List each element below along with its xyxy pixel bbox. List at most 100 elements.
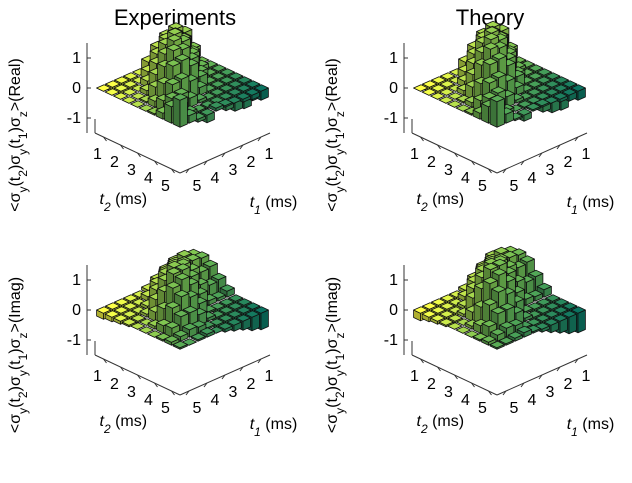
bar-side-face [172,96,181,128]
bars-group [96,248,269,350]
bar-top-face [227,302,243,310]
bar-top-face [431,76,447,84]
z-label-sub: 2 [16,391,30,398]
bar-top-face [182,322,198,331]
bar-top-face [552,92,568,100]
bar-top-face [534,98,550,107]
t1-tick-mark [239,366,244,372]
z-label-sub: 2 [333,170,347,177]
bar-top-face [536,282,552,291]
t1-axis-label: t1 (ms) [567,416,615,439]
bar [104,88,120,96]
z-tick-label: 0 [389,302,398,319]
t2-tick-label: 4 [461,392,470,409]
bar-top-face [236,84,252,92]
t2-tick-mark [437,366,441,372]
z-label-part: )σ [7,376,24,391]
bar [430,92,446,100]
z-label-part: (t [7,176,24,186]
bar-top-face [236,76,252,84]
bar-top-face [172,340,188,349]
bar-top-face [498,336,514,345]
bar-top-face [552,314,568,322]
z-label-sub: 1 [16,132,30,139]
bar-top-face [535,92,551,100]
t1-label-unit: (ms) [578,194,614,211]
bar-top-face [516,108,532,116]
t1-tick-mark [257,358,262,364]
t1-label-sub: 1 [571,203,578,217]
z-tick-label: 1 [389,50,398,67]
bar-top-face [430,92,446,100]
t1-tick-mark [574,136,579,142]
bar-top-face [211,272,227,281]
bar-front-face [179,96,188,128]
t2-label-unit: (ms) [428,413,464,430]
t2-tick-mark [137,374,141,380]
t2-tick-mark [488,390,492,396]
bar [525,102,541,112]
bar-top-face [235,314,251,322]
bar-top-face [174,72,190,80]
bar-top-face [507,331,523,339]
t1-tick-label: 2 [564,154,573,171]
z-label-sub: y [16,408,30,414]
bar-top-face [236,306,252,314]
bar-top-face [253,306,269,314]
bar-top-face [430,84,446,92]
t2-tick-label: 3 [444,162,453,179]
bar-top-face [544,88,560,96]
t2-tick-mark [120,144,124,150]
t1-tick-label: 2 [564,376,573,393]
bar-top-face [422,302,438,310]
t1-tick-mark [574,358,579,364]
bar-top-face [218,84,234,92]
t1-label-unit: (ms) [261,194,297,211]
bar [130,314,146,324]
t2-tick-mark [488,168,492,174]
bar [219,284,235,298]
t1-tick-label: 5 [193,400,202,417]
z-label-sub: y [333,149,347,155]
t2-tick-label: 3 [127,162,136,179]
bar-top-face [172,93,188,101]
bar-top-face [105,302,121,310]
z-label-sub: y [16,370,30,376]
bar-top-face [105,80,121,88]
bar-top-face [484,26,500,34]
t2-tick-mark [454,152,458,158]
bar-top-face [130,100,146,108]
bar-top-face [164,321,180,329]
bar-top-face [413,84,429,92]
bar-top-face [123,72,139,80]
t2-tick-label: 1 [93,368,102,385]
z-label-part: <σ [324,192,341,211]
t2-tick-mark [420,358,424,364]
bar-top-face [482,276,498,285]
t1-tick-mark [239,144,244,150]
bar-top-face [562,302,578,310]
bar-top-face [491,52,507,60]
t1-tick-mark [538,374,543,380]
bar-top-face [491,70,507,79]
z-tick-label: 1 [72,272,81,289]
bar-top-face [493,246,509,255]
t1-axis-label: t1 (ms) [567,194,615,217]
bar-top-face [438,318,454,326]
z-tick-label: 1 [389,272,398,289]
bar-top-face [219,76,235,84]
bar-top-face [199,108,215,116]
bar-top-face [499,321,515,329]
bar-top-face [490,306,506,315]
bar-top-face [543,318,559,326]
bar [439,88,455,96]
t1-tick-mark [185,168,190,174]
bar [113,92,129,100]
bar-top-face [113,84,129,92]
bar-top-face [173,329,189,338]
t2-tick-mark [171,168,175,174]
bar-top-face [219,284,235,292]
bar-top-face [440,72,456,80]
